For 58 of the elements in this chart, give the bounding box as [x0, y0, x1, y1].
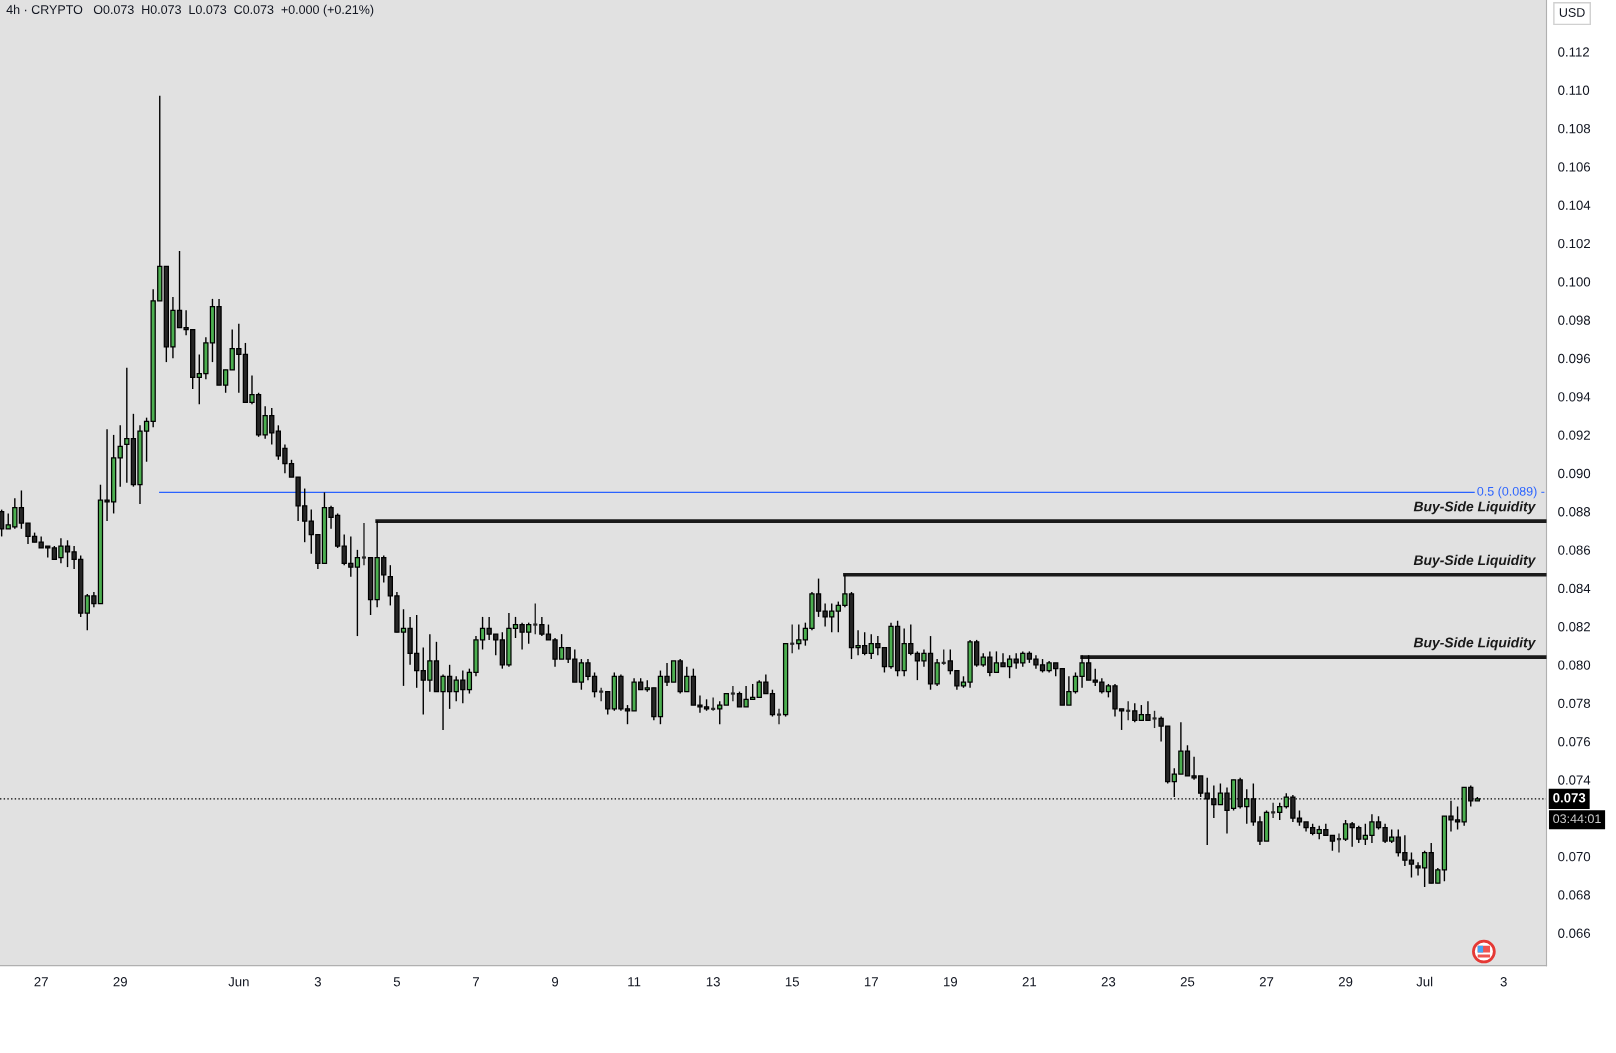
y-tick-label: 0.082 [1558, 622, 1590, 632]
x-tick-label: 29 [1338, 977, 1353, 987]
x-tick-label: 27 [1259, 977, 1274, 987]
ref-line-label: 0.073 [1553, 793, 1586, 803]
y-axis-title: USD [1559, 8, 1585, 17]
y-tick-label: 0.074 [1558, 775, 1591, 785]
chart-title: 4h · CRYPTO O0.073 H0.073 L0.073 C0.073 +0.000 (+0.21%) [6, 4, 374, 17]
x-tick-label: 11 [628, 977, 641, 987]
x-tick-label: 25 [1180, 977, 1195, 987]
x-tick-label: 13 [706, 977, 720, 987]
y-tick-label: 0.070 [1558, 851, 1591, 862]
series-label: Buy-Side Liquidity [1413, 501, 1536, 515]
candlestick [605, 690, 611, 716]
series-label: Buy-Side Liquidity [1413, 637, 1536, 651]
x-tick-label: 21 [1022, 977, 1037, 987]
x-tick-label: 3 [1500, 977, 1507, 987]
y-tick-label: 0.076 [1558, 737, 1591, 747]
y-tick-label: 0.088 [1558, 507, 1591, 517]
y-tick-label: 0.100 [1558, 277, 1591, 287]
x-tick-label: 3 [314, 977, 321, 987]
y-tick-label: 0.096 [1558, 353, 1591, 364]
candlestick [117, 424, 123, 488]
y-tick-label: 0.108 [1558, 123, 1591, 134]
y-tick-label: 0.106 [1558, 162, 1591, 172]
x-tick-label: Jul [1416, 976, 1433, 987]
x-tick-label: 23 [1101, 977, 1116, 987]
y-tick-label: 0.068 [1558, 890, 1591, 900]
y-tick-label: 0.104 [1558, 200, 1591, 210]
y-tick-label: 0.110 [1558, 85, 1590, 95]
candlestick [717, 700, 723, 725]
y-tick-label: 0.078 [1558, 698, 1591, 709]
x-tick-label: 15 [785, 977, 799, 987]
y-tick-label: 0.112 [1558, 47, 1590, 57]
y-tick-label: 0.098 [1558, 315, 1591, 325]
candlestick [354, 549, 361, 637]
series-label: Buy-Side Liquidity [1413, 554, 1536, 568]
y-tick-label: 0.084 [1558, 583, 1591, 594]
y-tick-label: 0.086 [1558, 545, 1591, 555]
text: 03:44:01 [1553, 814, 1601, 824]
y-tick-label: 0.092 [1558, 430, 1590, 440]
y-tick-label: 0.090 [1558, 468, 1591, 479]
candlestick [1132, 702, 1138, 723]
x-tick-label: 9 [551, 977, 559, 987]
x-tick-label: 17 [864, 977, 878, 987]
x-tick-label: 5 [393, 977, 401, 987]
candlestick [796, 623, 802, 651]
x-tick-label: 27 [34, 977, 48, 987]
y-tick-label: 0.080 [1558, 660, 1591, 670]
y-tick-label: 0.066 [1558, 928, 1591, 938]
x-tick-label: 7 [472, 977, 479, 987]
candlestick [532, 602, 539, 635]
x-tick-label: 19 [943, 977, 958, 987]
y-tick-label: 0.094 [1558, 392, 1591, 402]
x-tick-label: 29 [113, 977, 127, 987]
series-label: 0.5 (0.089) - [1477, 486, 1545, 499]
x-tick-label: Jun [228, 977, 249, 987]
y-tick-label: 0.102 [1558, 238, 1590, 249]
candlestick [0, 508, 5, 538]
